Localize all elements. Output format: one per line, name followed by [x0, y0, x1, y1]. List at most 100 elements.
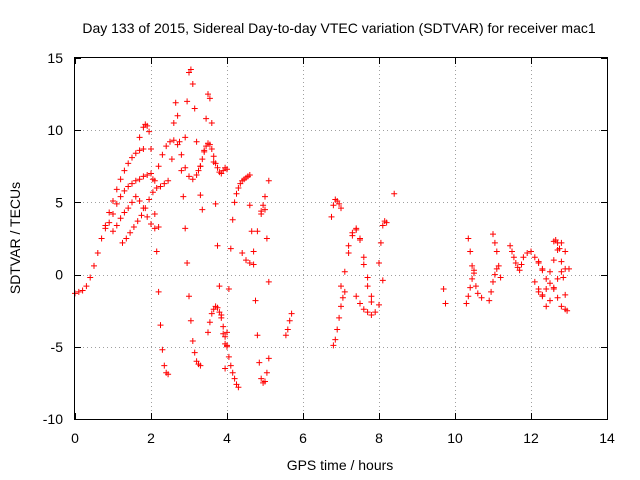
data-point: [235, 384, 242, 391]
y-tick-label: -5: [51, 339, 64, 355]
data-point: [338, 303, 344, 310]
data-point: [136, 197, 143, 204]
data-point: [516, 267, 523, 274]
data-point: [254, 228, 261, 235]
data-point: [558, 268, 565, 275]
data-point: [233, 190, 240, 197]
data-point: [507, 242, 514, 249]
series-sat-af: [528, 248, 546, 272]
data-point: [187, 66, 194, 73]
data-point: [282, 332, 289, 339]
data-point: [132, 177, 139, 184]
data-point: [79, 287, 86, 294]
data-point: [263, 369, 270, 376]
data-point: [258, 210, 265, 217]
data-point: [491, 271, 498, 278]
data-point: [170, 119, 177, 126]
data-point: [353, 225, 360, 232]
data-point: [184, 98, 191, 105]
data-point: [467, 248, 474, 255]
data-point: [469, 262, 476, 269]
data-point: [167, 138, 173, 145]
data-point: [146, 128, 153, 135]
data-point: [148, 170, 154, 177]
data-point: [75, 288, 82, 295]
data-point: [148, 145, 154, 152]
data-point: [284, 326, 291, 333]
data-point: [554, 239, 561, 246]
data-point: [531, 254, 538, 261]
data-point: [562, 306, 569, 313]
data-point: [518, 261, 525, 268]
data-point: [195, 167, 202, 174]
data-point: [286, 317, 293, 324]
data-point: [224, 343, 230, 350]
data-point: [486, 297, 493, 304]
series-sat-n: [246, 202, 272, 386]
x-tick-label: 14: [599, 430, 615, 446]
data-point: [210, 158, 217, 165]
data-point: [220, 323, 227, 330]
data-point: [550, 284, 557, 291]
data-point: [243, 257, 249, 264]
data-point: [265, 355, 272, 362]
data-point: [155, 223, 162, 230]
data-point: [490, 278, 496, 285]
data-point: [535, 288, 542, 295]
x-tick-label: 6: [299, 430, 307, 446]
data-point: [119, 239, 126, 246]
data-point: [174, 112, 181, 119]
data-point: [182, 134, 189, 141]
data-point: [336, 200, 343, 207]
data-point: [256, 359, 263, 366]
data-point: [138, 212, 145, 219]
data-point: [144, 122, 151, 129]
x-tick-labels: 0 2 4 6 8 10 12 14: [71, 430, 615, 446]
data-point: [493, 265, 500, 272]
data-point: [144, 213, 151, 220]
data-points: [72, 66, 572, 391]
data-point: [262, 193, 268, 200]
data-point: [509, 248, 515, 255]
data-point: [149, 189, 156, 196]
data-point: [170, 137, 177, 144]
data-point: [121, 187, 128, 194]
data-point: [210, 153, 217, 160]
data-point: [560, 274, 567, 281]
data-point: [377, 239, 384, 246]
data-point: [165, 371, 172, 378]
data-point: [206, 319, 213, 326]
data-point: [336, 314, 343, 321]
data-point: [288, 310, 295, 317]
data-point: [148, 221, 154, 228]
data-point: [364, 274, 371, 281]
data-point: [136, 134, 143, 141]
data-point: [246, 171, 253, 178]
data-point: [189, 338, 196, 345]
x-tick-label: 8: [375, 430, 383, 446]
series-sat-a: [72, 145, 147, 297]
data-point: [130, 223, 137, 230]
data-point: [510, 254, 517, 261]
data-point: [558, 258, 565, 265]
data-point: [110, 228, 116, 235]
data-point: [248, 228, 255, 235]
data-point: [254, 332, 261, 339]
data-point: [334, 326, 341, 333]
data-point: [121, 167, 128, 174]
data-point: [229, 369, 236, 376]
data-point: [165, 177, 172, 184]
data-point: [472, 283, 479, 290]
data-point: [376, 260, 382, 267]
data-point: [140, 145, 147, 152]
data-point: [146, 196, 153, 203]
data-point: [262, 206, 268, 213]
data-point: [372, 309, 379, 316]
data-point: [193, 171, 200, 178]
data-point: [364, 309, 371, 316]
data-point: [91, 262, 97, 269]
data-point: [140, 173, 147, 180]
data-point: [113, 186, 120, 193]
data-point: [543, 286, 550, 293]
